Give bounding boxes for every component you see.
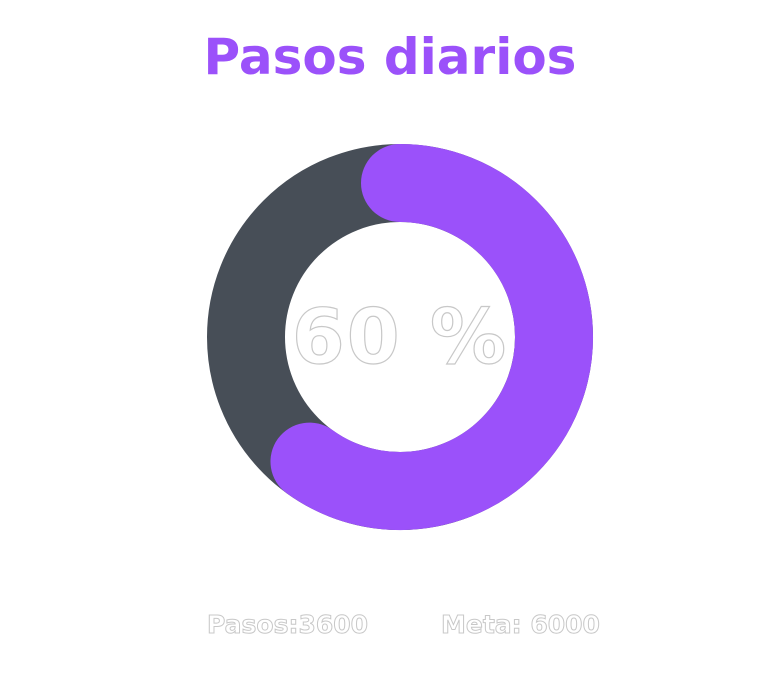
progress-ring-fill (270, 144, 593, 530)
steps-goal: Meta: 6000 (441, 610, 601, 640)
steps-count: Pasos:3600 (206, 610, 369, 640)
page-title: Pasos diarios (203, 28, 577, 86)
stats-row: Pasos:3600 Meta: 6000 (0, 610, 780, 644)
progress-percent-label: 60 % (291, 291, 509, 381)
progress-ring (205, 142, 595, 532)
